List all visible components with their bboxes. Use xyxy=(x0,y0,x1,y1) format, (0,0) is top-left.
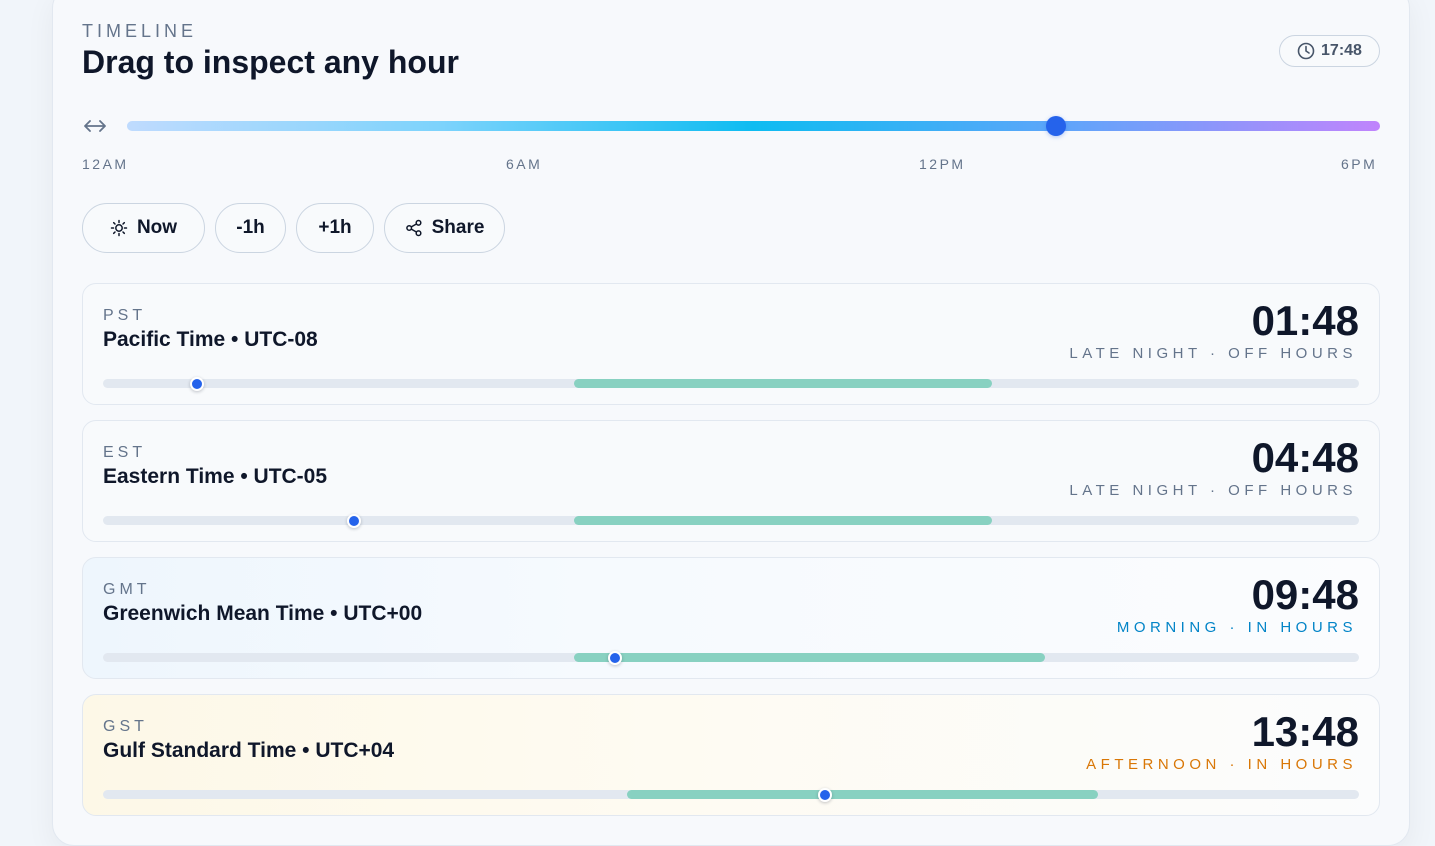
share-button-label: Share xyxy=(431,217,485,238)
section-eyebrow: TIMELINE xyxy=(82,21,198,41)
zone-abbr: EST xyxy=(103,444,147,461)
zone-status: MORNING · IN HOURS xyxy=(1116,619,1357,636)
zone-time: 01:48 xyxy=(1251,297,1359,344)
zone-work-hours xyxy=(574,516,993,525)
tick-label: 12PM xyxy=(919,156,966,172)
zone-abbr: GMT xyxy=(103,581,151,598)
zone-current-marker xyxy=(608,651,623,665)
zone-name: Pacific Time • UTC-08 xyxy=(103,328,318,351)
zone-abbr: GST xyxy=(103,718,148,735)
current-time-chip: 17:48 xyxy=(1279,35,1380,67)
drag-arrows-icon xyxy=(84,120,106,132)
sun-icon xyxy=(110,219,128,237)
page-title: Drag to inspect any hour xyxy=(82,44,459,80)
zone-name: Eastern Time • UTC-05 xyxy=(103,465,328,488)
now-button[interactable]: Now xyxy=(82,203,205,253)
zone-status: LATE NIGHT · OFF HOURS xyxy=(1069,482,1357,499)
clock-icon xyxy=(1297,42,1315,60)
zone-card[interactable]: GST Gulf Standard Time • UTC+04 13:48 AF… xyxy=(82,694,1380,816)
zone-card[interactable]: EST Eastern Time • UTC-05 04:48 LATE NIG… xyxy=(82,420,1380,542)
zone-current-marker xyxy=(190,377,205,391)
minus-hour-button[interactable]: -1h xyxy=(215,203,286,253)
zone-status: LATE NIGHT · OFF HOURS xyxy=(1069,345,1357,362)
zone-day-bar xyxy=(103,651,1359,665)
share-icon xyxy=(405,219,422,237)
zone-day-bar xyxy=(103,788,1359,802)
share-button[interactable]: Share xyxy=(384,203,505,253)
tick-label: 6AM xyxy=(506,156,543,172)
zone-time: 04:48 xyxy=(1251,434,1359,481)
zone-current-marker xyxy=(347,514,362,528)
zone-card[interactable]: PST Pacific Time • UTC-08 01:48 LATE NIG… xyxy=(82,283,1380,405)
zone-work-hours xyxy=(626,790,1098,799)
zone-time: 09:48 xyxy=(1251,571,1359,618)
zone-day-bar xyxy=(103,514,1359,528)
plus-hour-label: +1h xyxy=(318,217,352,238)
zone-name: Greenwich Mean Time • UTC+00 xyxy=(103,602,423,625)
timeline-slider-thumb[interactable] xyxy=(1046,116,1067,136)
zone-status: AFTERNOON · IN HOURS xyxy=(1086,756,1357,773)
plus-hour-button[interactable]: +1h xyxy=(296,203,374,253)
tick-label: 6PM xyxy=(1341,156,1378,172)
zone-work-hours xyxy=(574,379,993,388)
timeline-slider-track[interactable] xyxy=(127,121,1380,131)
now-button-label: Now xyxy=(136,217,178,238)
zone-current-marker xyxy=(818,788,833,802)
zone-work-hours xyxy=(574,653,1045,662)
zone-name: Gulf Standard Time • UTC+04 xyxy=(103,739,395,762)
current-time-label: 17:48 xyxy=(1321,42,1362,59)
tick-label: 12AM xyxy=(82,156,129,172)
zone-card[interactable]: GMT Greenwich Mean Time • UTC+00 09:48 M… xyxy=(82,557,1380,679)
zone-time: 13:48 xyxy=(1251,708,1359,755)
minus-hour-label: -1h xyxy=(236,217,265,238)
zone-day-bar xyxy=(103,377,1359,391)
zone-abbr: PST xyxy=(103,307,147,324)
